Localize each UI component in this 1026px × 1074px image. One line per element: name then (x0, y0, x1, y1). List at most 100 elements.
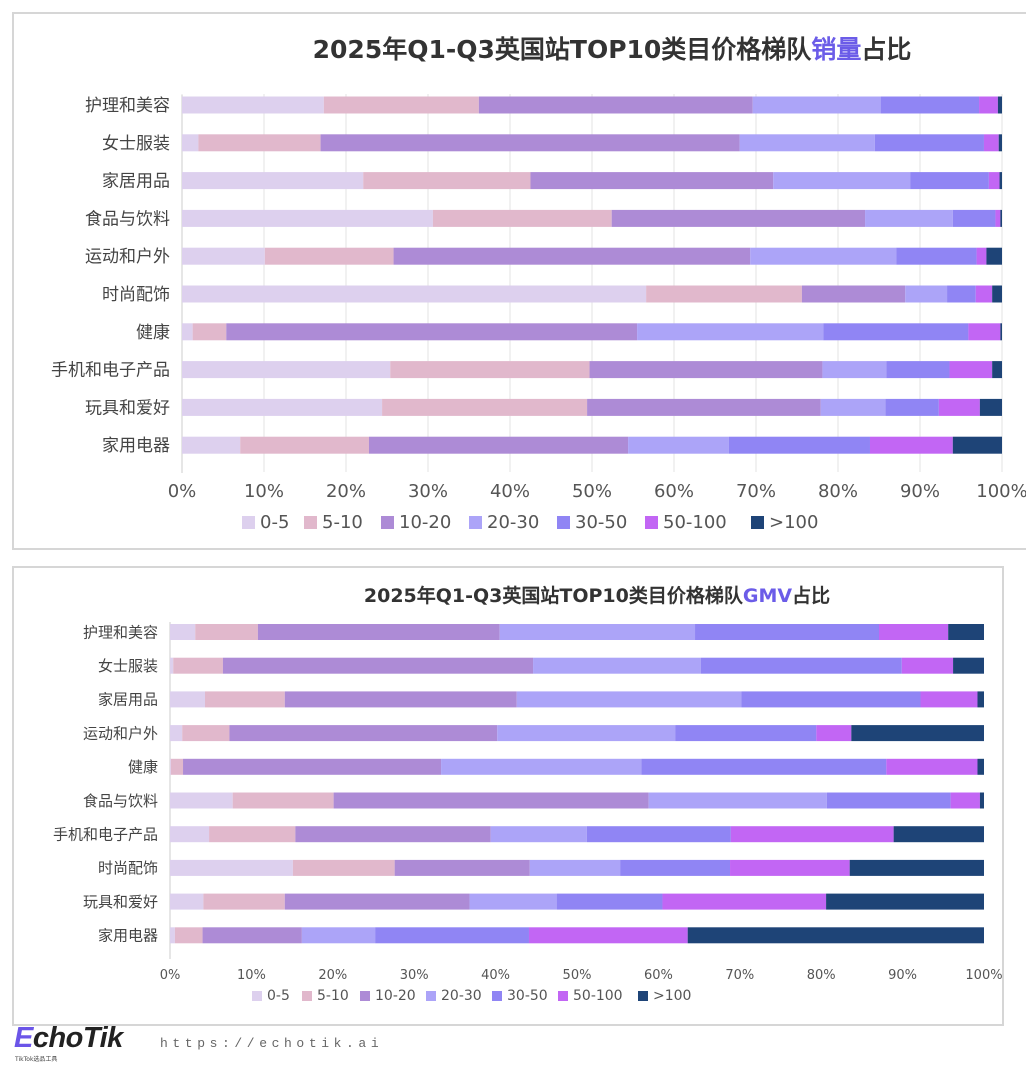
x-tick-label: 20% (318, 968, 347, 983)
bar-segment->100 (1000, 209, 1002, 227)
legend-label: >100 (769, 512, 818, 533)
legend-swatch (558, 991, 568, 1001)
bar-segment-0-5 (170, 725, 183, 742)
bar-segment-30-50 (675, 725, 817, 742)
category-label: 家用电器 (102, 436, 170, 456)
bar-segment-0-5 (182, 209, 433, 227)
chart-title: 2025年Q1-Q3英国站TOP10类目价格梯队销量占比 (313, 35, 912, 64)
bar-segment-50-100 (730, 859, 850, 876)
bar-segment-20-30 (301, 927, 376, 944)
category-label: 食品与饮料 (83, 792, 158, 810)
bar-segment-0-5 (182, 247, 265, 265)
bar-segment-0-5 (182, 134, 199, 152)
bar-segment-30-50 (556, 893, 663, 910)
x-tick-label: 10% (244, 481, 284, 502)
category-label: 手机和电子产品 (53, 825, 158, 843)
footer-url[interactable]: https://echotik.ai (160, 1036, 384, 1051)
legend-label: >100 (653, 988, 691, 1004)
legend-label: 5-10 (322, 512, 363, 533)
legend-label: 10-20 (399, 512, 451, 533)
bar-segment->100 (952, 436, 1002, 454)
bar-segment-30-50 (947, 285, 976, 303)
category-label: 护理和美容 (83, 623, 158, 641)
bar-segment-30-50 (620, 859, 731, 876)
chart-title-part: 2025年Q1-Q3英国站TOP10类目价格梯队 (364, 584, 744, 607)
bar-segment-20-30 (441, 758, 642, 775)
bar-segment-20-30 (820, 398, 886, 416)
bar-segment-0-5 (170, 893, 204, 910)
bar-segment-0-5 (170, 927, 175, 944)
bar-segment-10-20 (530, 172, 774, 190)
bar-segment-50-100 (816, 725, 852, 742)
category-label: 家用电器 (98, 927, 158, 945)
legend-swatch (302, 991, 312, 1001)
bar-segment-30-50 (896, 247, 977, 265)
bar-segment-10-20 (589, 361, 823, 379)
bar-segment-50-100 (975, 285, 993, 303)
bar-segment-30-50 (952, 209, 996, 227)
bar-segment-20-30 (529, 859, 621, 876)
category-label: 女士服装 (102, 134, 170, 154)
category-label: 手机和电子产品 (51, 361, 170, 381)
bar-segment-30-50 (641, 758, 887, 775)
echotik-logo: EchoTik (14, 1022, 123, 1054)
legend-label: 20-30 (441, 988, 482, 1004)
x-tick-label: 100% (965, 968, 1002, 983)
bar-segment-30-50 (874, 134, 984, 152)
bar-segment-20-30 (533, 657, 701, 674)
bar-segment-5-10 (382, 398, 588, 416)
gmv-share-chart: 2025年Q1-Q3英国站TOP10类目价格梯队GMV占比 0% 10% 20% 30%… (53, 584, 1002, 1004)
bar-segment->100 (992, 361, 1002, 379)
bar-segment-0-5 (182, 436, 241, 454)
x-tick-label: 80% (807, 968, 836, 983)
bar-segment-0-5 (170, 792, 233, 809)
legend-label: 30-50 (575, 512, 627, 533)
bar-segment-20-30 (490, 826, 587, 843)
bar-segment-50-100 (901, 657, 954, 674)
legend-swatch (638, 991, 648, 1001)
bar-segment-50-100 (950, 792, 980, 809)
bar-segment-0-5 (182, 361, 391, 379)
bar-segment->100 (979, 792, 984, 809)
category-label: 玩具和爱好 (85, 398, 170, 418)
bar-segment-10-20 (222, 657, 534, 674)
bar-segment-10-20 (393, 247, 751, 265)
bar-segment-20-30 (628, 436, 729, 454)
logo-text: choTik (32, 1022, 123, 1054)
legend-swatch (645, 516, 658, 529)
bar-segment-20-30 (905, 285, 948, 303)
legend-label: 0-5 (267, 988, 290, 1004)
x-tick-label: 70% (725, 968, 754, 983)
bar-segment-0-5 (182, 323, 193, 341)
bar-segment->100 (687, 927, 984, 944)
bar-segment-20-30 (497, 725, 676, 742)
legend-swatch (557, 516, 570, 529)
x-tick-label: 40% (481, 968, 510, 983)
bar-segment-20-30 (499, 624, 696, 640)
chart-title-part: 占比 (792, 584, 830, 607)
x-tick-label: 80% (818, 481, 858, 502)
x-tick-label: 60% (644, 968, 673, 983)
bar-segment-5-10 (390, 361, 590, 379)
legend-swatch (492, 991, 502, 1001)
bar-segment-30-50 (886, 361, 950, 379)
bar-segment-50-100 (968, 323, 1001, 341)
x-tick-label: 20% (326, 481, 366, 502)
category-label: 时尚配饰 (98, 859, 158, 877)
bar-segment-10-20 (257, 624, 500, 640)
bar-segment-5-10 (264, 247, 394, 265)
bar-segment->100 (1000, 323, 1002, 341)
category-label: 女士服装 (98, 657, 158, 675)
chart-title-highlight: 销量 (811, 35, 861, 64)
bar-segment-10-20 (587, 398, 821, 416)
bar-segment-50-100 (869, 436, 953, 454)
bar-segment-5-10 (232, 792, 334, 809)
bar-segment->100 (999, 172, 1002, 190)
category-label: 玩具和爱好 (83, 893, 158, 911)
bar-segment-30-50 (910, 172, 989, 190)
bar-segment->100 (826, 893, 984, 910)
bar-segment-20-30 (469, 893, 557, 910)
bar-segment->100 (849, 859, 984, 876)
bar-segment-50-100 (976, 247, 987, 265)
sales-share-chart: 2025年Q1-Q3英国站TOP10类目价格梯队销量占比 0% 10% 20% 30% 4… (51, 35, 1026, 533)
